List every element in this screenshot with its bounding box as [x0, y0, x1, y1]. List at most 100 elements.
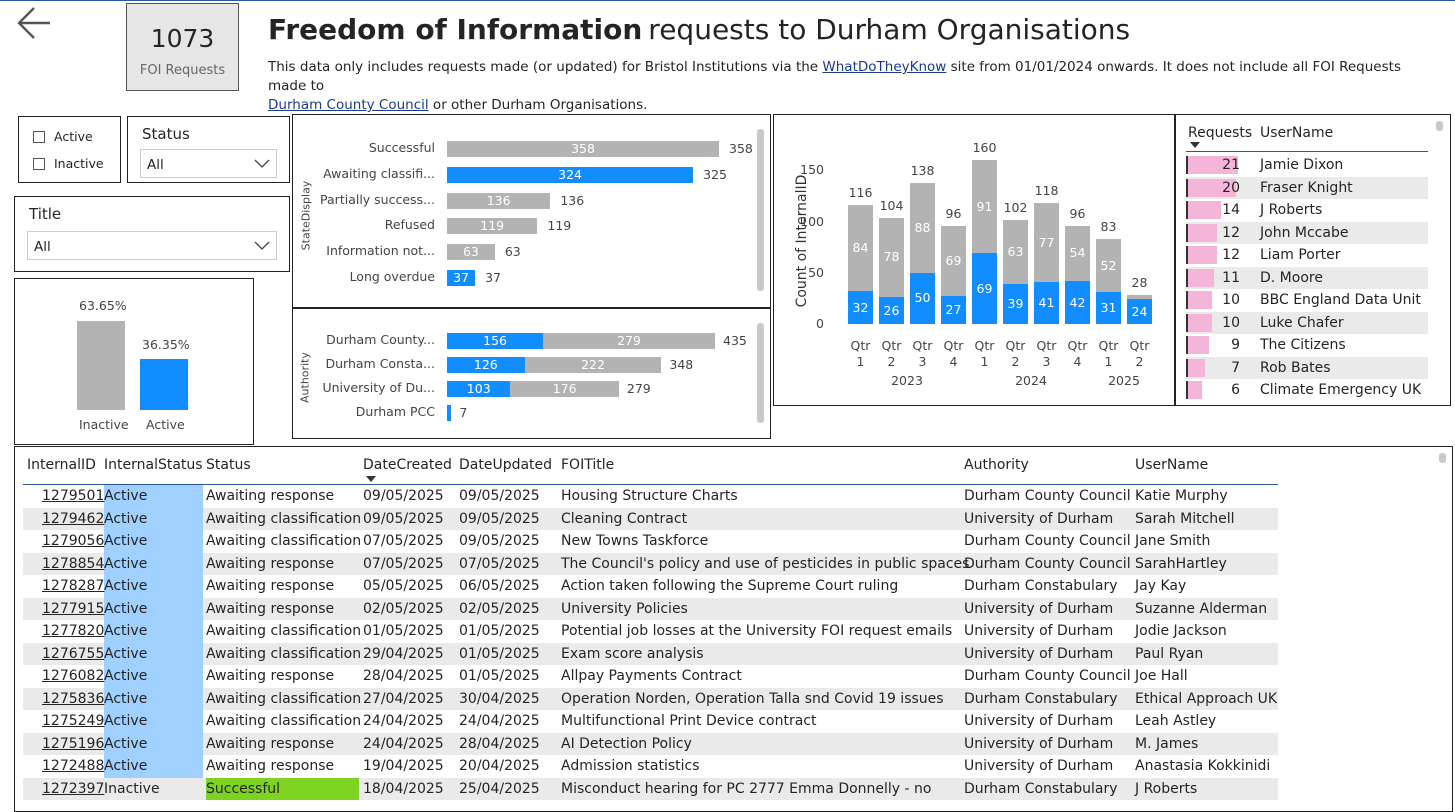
whatdotheyknow-link[interactable]: WhatDoTheyKnow	[822, 59, 947, 75]
column-header[interactable]: FOITitle	[561, 457, 615, 473]
username[interactable]: J Roberts	[1260, 202, 1323, 218]
column-header[interactable]: DateUpdated	[459, 457, 553, 473]
request-id-link[interactable]: 1276082	[42, 668, 105, 684]
bar-inactive[interactable]	[77, 321, 125, 410]
username[interactable]: The Citizens	[1260, 337, 1346, 353]
quarter-bar-active[interactable]	[910, 272, 935, 324]
request-id-link[interactable]: 1276755	[42, 645, 105, 662]
quarter-label: Qtr 1	[974, 338, 995, 369]
quarter-bar-inactive[interactable]	[848, 205, 873, 292]
username[interactable]: BBC England Data Unit	[1260, 292, 1421, 308]
scrollbar[interactable]	[1436, 121, 1443, 131]
inactive-checkbox[interactable]: Inactive	[19, 150, 120, 177]
quarter-bar-active[interactable]	[1065, 281, 1090, 324]
username[interactable]: Jamie Dixon	[1260, 157, 1344, 173]
col-requests[interactable]: Requests	[1188, 125, 1253, 141]
quarter-bar-active[interactable]	[848, 291, 873, 324]
authority-bar-inactive[interactable]	[543, 333, 715, 349]
status-cell-bg	[104, 507, 203, 530]
quarter-bar-inactive[interactable]	[1034, 203, 1059, 283]
column-header[interactable]: Status	[206, 457, 251, 473]
active-checkbox[interactable]: Active	[19, 123, 120, 150]
category-label: Long overdue	[349, 269, 435, 284]
gray-value-label: 222	[581, 357, 605, 372]
state-bar[interactable]	[447, 166, 694, 183]
request-id-link[interactable]: 1275836	[42, 690, 105, 707]
table-cell: 24/04/2025	[363, 735, 444, 752]
request-id-link[interactable]: 1279056	[42, 533, 105, 549]
quarter-label: Qtr 4	[1067, 338, 1088, 369]
username[interactable]: Liam Porter	[1260, 247, 1341, 263]
username[interactable]: Luke Chafer	[1260, 314, 1344, 331]
state-bar[interactable]	[447, 270, 476, 286]
scrollbar[interactable]	[757, 323, 764, 423]
total-label: 96	[945, 205, 962, 221]
quarter-bar-inactive[interactable]	[941, 225, 966, 297]
title-slicer-title: Title	[29, 205, 62, 223]
state-bar[interactable]	[447, 141, 719, 157]
state-bar[interactable]	[447, 218, 538, 235]
username[interactable]: Rob Bates	[1260, 359, 1331, 376]
authority-bar-inactive[interactable]	[510, 381, 619, 397]
username[interactable]: Fraser Knight	[1260, 179, 1353, 196]
bar-axis	[1186, 268, 1188, 287]
request-id-link[interactable]: 1272488	[42, 758, 105, 774]
request-id-link[interactable]: 1277915	[42, 600, 105, 617]
chevron-down-icon	[254, 241, 270, 250]
table-cell: Active	[104, 488, 148, 504]
scrollbar[interactable]	[757, 129, 764, 291]
quarter-bar-active[interactable]	[1003, 284, 1028, 324]
request-id-link[interactable]: 1278854	[42, 555, 105, 572]
authority-bar-active[interactable]	[447, 333, 544, 349]
title-dropdown[interactable]: All	[27, 231, 277, 260]
total-label: 37	[485, 270, 502, 285]
authority-bar-inactive[interactable]	[524, 357, 662, 373]
request-id-link[interactable]: 1279462	[42, 510, 105, 527]
row-stripe	[23, 687, 1278, 710]
column-header[interactable]: Authority	[964, 457, 1029, 473]
state-bar[interactable]	[447, 192, 551, 209]
status-slicer-title: Status	[142, 125, 190, 143]
username[interactable]: D. Moore	[1260, 269, 1323, 286]
table-cell: Potential job losses at the University F…	[561, 623, 953, 639]
quarter-bar-active[interactable]	[1034, 282, 1059, 324]
total-label: 325	[703, 166, 728, 182]
authority-bar-active[interactable]	[447, 381, 511, 397]
column-header[interactable]: UserName	[1135, 457, 1209, 473]
durham-county-council-link[interactable]: Durham County Council	[268, 97, 429, 113]
username[interactable]: Climate Emergency UK	[1260, 382, 1422, 398]
request-id-link[interactable]: 1278287	[42, 578, 105, 594]
quarter-bar-inactive[interactable]	[1003, 219, 1028, 285]
scrollbar[interactable]	[1439, 453, 1446, 463]
column-header[interactable]: InternalID	[27, 457, 96, 473]
kpi-card: 1073 FOI Requests	[126, 3, 239, 91]
username[interactable]: John Mccabe	[1260, 224, 1349, 241]
bar-active[interactable]	[140, 359, 188, 410]
quarter-bar-active[interactable]	[1096, 292, 1121, 324]
request-id-link[interactable]: 1275196	[42, 735, 105, 752]
column-header[interactable]: InternalStatus	[104, 457, 203, 473]
quarter-bar-inactive[interactable]	[1127, 295, 1152, 300]
request-id-link[interactable]: 1275249	[42, 713, 105, 729]
quarter-bar-active[interactable]	[1127, 299, 1152, 324]
request-id-link[interactable]: 1277820	[42, 623, 105, 639]
quarter-bar-active[interactable]	[941, 296, 966, 324]
quarter-bar-active[interactable]	[879, 297, 904, 324]
state-bar[interactable]	[447, 244, 495, 261]
authority-bar-active[interactable]	[447, 357, 525, 373]
request-id-link[interactable]: 1279501	[42, 488, 105, 504]
column-header[interactable]: DateCreated	[363, 457, 452, 473]
quarter-bar-inactive[interactable]	[1096, 239, 1121, 293]
quarter-bar-inactive[interactable]	[879, 217, 904, 298]
quarter-bar-inactive[interactable]	[972, 160, 997, 254]
quarter-bar-active[interactable]	[972, 253, 997, 324]
quarter-bar-inactive[interactable]	[1065, 225, 1090, 281]
col-username[interactable]: UserName	[1260, 125, 1334, 141]
back-button[interactable]	[14, 3, 58, 43]
quarter-bar-inactive[interactable]	[910, 182, 935, 273]
status-dropdown[interactable]: All	[140, 149, 277, 178]
subtitle-text-1: This data only includes requests made (o…	[268, 59, 823, 75]
authority-bar-active[interactable]	[447, 405, 452, 421]
request-id-link[interactable]: 1272397	[42, 780, 105, 797]
table-cell: Ethical Approach UK	[1135, 690, 1278, 707]
